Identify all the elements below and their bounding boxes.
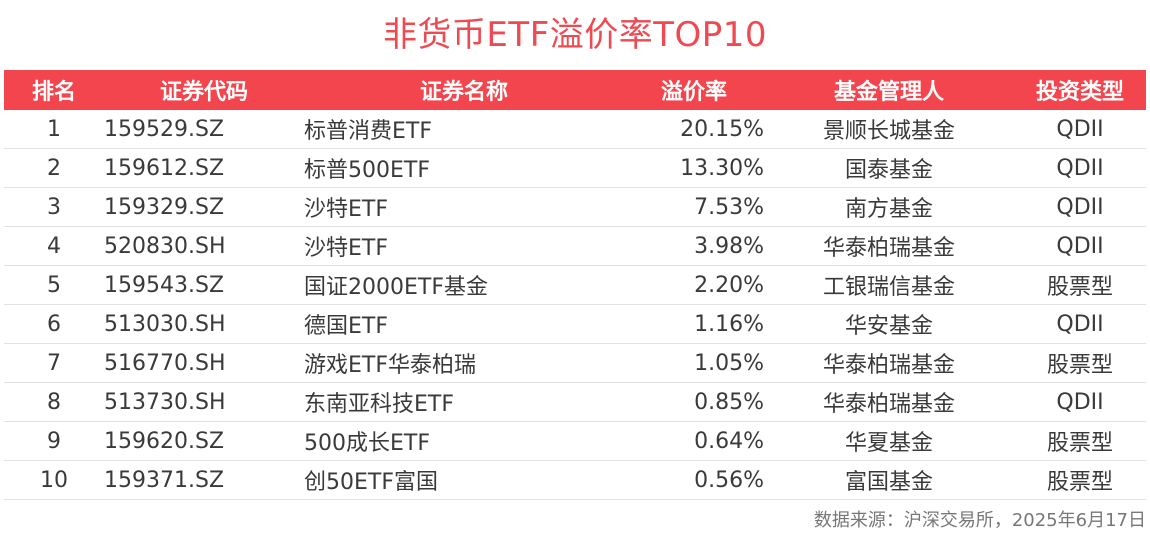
cell-rank: 6 [4, 304, 104, 344]
cell-manager: 华泰柏瑞基金 [764, 382, 1014, 422]
cell-premium: 0.85% [624, 382, 764, 422]
table-row: 5 159543.SZ 国证2000ETF基金 2.20% 工银瑞信基金 股票型 [4, 265, 1146, 305]
table-header-row: 排名 证券代码 证券名称 溢价率 基金管理人 投资类型 [4, 70, 1146, 110]
cell-code: 159329.SZ [104, 187, 304, 227]
cell-type: QDII [1014, 226, 1146, 266]
cell-name: 沙特ETF [304, 187, 624, 227]
cell-rank: 7 [4, 343, 104, 383]
table-row: 6 513030.SH 德国ETF 1.16% 华安基金 QDII [4, 304, 1146, 344]
cell-manager: 华安基金 [764, 304, 1014, 344]
header-manager: 基金管理人 [833, 80, 944, 105]
cell-name: 国证2000ETF基金 [304, 265, 624, 305]
cell-type: QDII [1014, 187, 1146, 227]
cell-premium: 1.05% [624, 343, 764, 383]
cell-premium: 13.30% [624, 148, 764, 188]
cell-manager: 华泰柏瑞基金 [764, 226, 1014, 266]
cell-name: 沙特ETF [304, 226, 624, 266]
cell-rank: 5 [4, 265, 104, 305]
table-row: 8 513730.SH 东南亚科技ETF 0.85% 华泰柏瑞基金 QDII [4, 382, 1146, 422]
cell-premium: 0.64% [624, 421, 764, 461]
cell-premium: 2.20% [624, 265, 764, 305]
cell-premium: 3.98% [624, 226, 764, 266]
cell-code: 159371.SZ [104, 460, 304, 500]
etf-premium-table: 排名 证券代码 证券名称 溢价率 基金管理人 投资类型 1 159529.SZ … [4, 70, 1146, 500]
table-row: 1 159529.SZ 标普消费ETF 20.15% 景顺长城基金 QDII [4, 110, 1146, 149]
header-code: 证券代码 [159, 80, 248, 105]
cell-code: 513730.SH [104, 382, 304, 422]
cell-code: 159620.SZ [104, 421, 304, 461]
cell-rank: 8 [4, 382, 104, 422]
cell-premium: 7.53% [624, 187, 764, 227]
cell-type: QDII [1014, 382, 1146, 422]
cell-type: QDII [1014, 304, 1146, 344]
cell-code: 159612.SZ [104, 148, 304, 188]
table-row: 4 520830.SH 沙特ETF 3.98% 华泰柏瑞基金 QDII [4, 226, 1146, 266]
cell-type: 股票型 [1014, 421, 1146, 461]
cell-premium: 0.56% [624, 460, 764, 500]
cell-premium: 1.16% [624, 304, 764, 344]
cell-type: QDII [1014, 148, 1146, 188]
cell-name: 500成长ETF [304, 421, 624, 461]
cell-manager: 华夏基金 [764, 421, 1014, 461]
cell-manager: 华泰柏瑞基金 [764, 343, 1014, 383]
cell-rank: 9 [4, 421, 104, 461]
table-row: 2 159612.SZ 标普500ETF 13.30% 国泰基金 QDII [4, 148, 1146, 188]
cell-name: 游戏ETF华泰柏瑞 [304, 343, 624, 383]
cell-name: 德国ETF [304, 304, 624, 344]
cell-code: 159529.SZ [104, 110, 304, 149]
cell-rank: 3 [4, 187, 104, 227]
cell-rank: 4 [4, 226, 104, 266]
cell-rank: 1 [4, 110, 104, 149]
cell-name: 标普500ETF [304, 148, 624, 188]
data-source-note: 数据来源：沪深交易所，2025年6月17日 [813, 510, 1146, 531]
table-row: 10 159371.SZ 创50ETF富国 0.56% 富国基金 股票型 [4, 460, 1146, 500]
cell-code: 513030.SH [104, 304, 304, 344]
cell-premium: 20.15% [624, 110, 764, 149]
cell-manager: 景顺长城基金 [764, 110, 1014, 149]
table-row: 7 516770.SH 游戏ETF华泰柏瑞 1.05% 华泰柏瑞基金 股票型 [4, 343, 1146, 383]
header-type: 投资类型 [1035, 80, 1124, 105]
cell-code: 159543.SZ [104, 265, 304, 305]
cell-code: 520830.SH [104, 226, 304, 266]
cell-name: 东南亚科技ETF [304, 382, 624, 422]
cell-manager: 南方基金 [764, 187, 1014, 227]
cell-name: 创50ETF富国 [304, 460, 624, 500]
cell-type: 股票型 [1014, 460, 1146, 500]
header-name: 证券名称 [419, 80, 508, 105]
table-row: 3 159329.SZ 沙特ETF 7.53% 南方基金 QDII [4, 187, 1146, 227]
cell-rank: 10 [4, 460, 104, 500]
cell-rank: 2 [4, 148, 104, 188]
header-premium: 溢价率 [660, 80, 727, 105]
cell-type: 股票型 [1014, 265, 1146, 305]
header-rank: 排名 [31, 80, 76, 105]
table-row: 9 159620.SZ 500成长ETF 0.64% 华夏基金 股票型 [4, 421, 1146, 461]
cell-name: 标普消费ETF [304, 110, 624, 149]
cell-manager: 工银瑞信基金 [764, 265, 1014, 305]
cell-type: 股票型 [1014, 343, 1146, 383]
page-title: 非货币ETF溢价率TOP10 [382, 15, 768, 55]
cell-type: QDII [1014, 110, 1146, 149]
cell-manager: 国泰基金 [764, 148, 1014, 188]
cell-manager: 富国基金 [764, 460, 1014, 500]
cell-code: 516770.SH [104, 343, 304, 383]
